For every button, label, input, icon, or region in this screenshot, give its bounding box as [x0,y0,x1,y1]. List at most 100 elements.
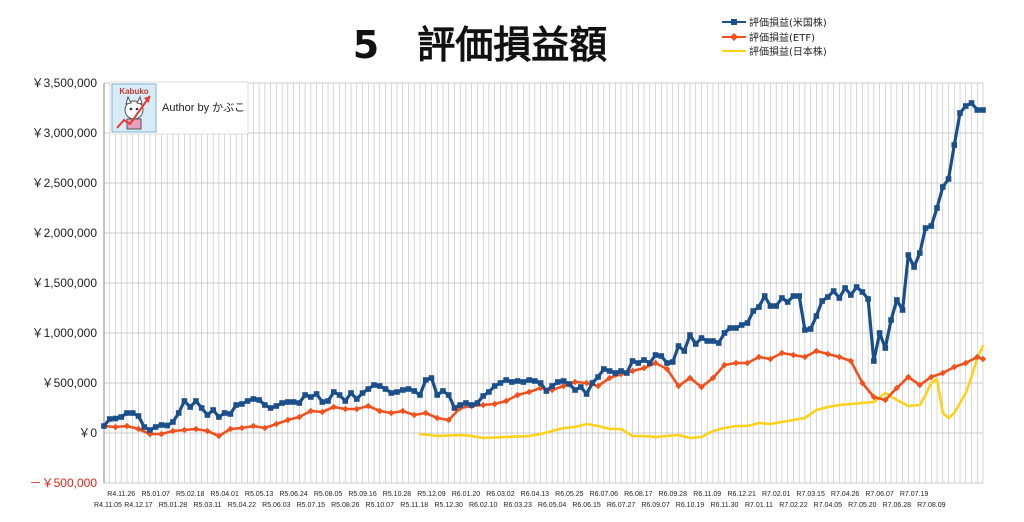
data-point [859,289,866,295]
rising-arrow-icon [116,95,151,129]
data-point [566,381,573,387]
data-point [250,396,257,402]
data-point [216,414,222,420]
data-point [331,389,337,395]
data-point [767,355,774,363]
data-point [836,295,843,301]
y-tick-label: ￥1,000,000 [32,326,98,340]
x-tick-label: R6.07.06 [590,491,619,498]
data-point [882,345,889,351]
data-point [578,384,584,390]
data-point [514,391,521,399]
x-tick-label: R5.05.13 [245,491,274,498]
x-tick-label: R4.12.17 [124,502,153,509]
data-point [308,394,314,400]
data-point [641,357,647,363]
data-point [773,303,779,309]
data-point [646,360,653,366]
x-tick-label: R7.01.11 [745,502,773,509]
x-tick-label: R6.08.17 [624,491,653,498]
data-point [342,405,349,413]
data-point [284,416,292,424]
data-point [974,353,981,361]
data-point [210,407,216,413]
data-point [365,402,372,410]
data-point [388,409,395,417]
data-point [503,377,509,383]
data-point [842,285,848,291]
x-tick-label: R7.07.19 [900,491,929,498]
data-point [905,252,912,258]
data-point [250,422,257,430]
x-tick-label: R7.02.01 [762,491,791,498]
x-tick-label: R5.07.15 [297,502,326,509]
data-point [738,322,745,328]
x-tick-label: R5.04.22 [228,502,257,509]
data-point [296,413,303,421]
data-point [313,391,320,397]
data-point [629,367,636,375]
data-point [198,405,205,411]
data-point [813,313,820,319]
data-point [118,414,125,420]
data-point [974,107,981,113]
data-point [589,380,596,386]
x-tick-label: R4.11.05 [94,502,122,509]
data-point [371,382,377,388]
data-point [698,335,705,341]
data-point [152,424,159,430]
data-point [319,408,326,416]
data-point [491,400,498,408]
data-point [888,317,894,323]
data-point [502,397,510,405]
x-tick-label: R7.03.15 [796,491,825,498]
x-tick-label: R5.10.28 [383,491,412,498]
arrow-head-icon [144,96,150,103]
data-point [606,368,613,374]
data-point [681,348,688,354]
data-point [261,424,269,432]
data-point [479,401,487,409]
data-point [870,393,878,401]
data-point [141,424,148,430]
data-point [525,388,533,396]
data-point [451,405,458,411]
data-point [560,378,567,384]
data-point [147,427,153,433]
data-point [106,416,113,422]
data-point [135,425,142,433]
x-tick-label: R5.11.18 [400,502,428,509]
data-point [129,410,136,416]
data-point [221,410,228,416]
data-point [618,368,624,374]
data-point [790,351,797,359]
data-point [342,398,349,404]
legend: 評価損益(米国株) 評価損益(ETF) 評価損益(日本株) [722,16,827,58]
data-point [595,374,601,380]
data-point [962,103,969,109]
legend-label-jp-stocks: 評価損益(日本株) [749,45,827,58]
grid-lines [103,82,984,484]
x-tick-label: R6.05.04 [538,502,567,509]
data-point [732,359,740,367]
data-point [411,388,418,394]
data-point [606,374,613,382]
data-point [755,353,763,361]
data-point [101,423,107,429]
data-point [376,383,383,389]
data-point [928,223,935,229]
data-point [675,343,682,349]
data-point [750,308,756,314]
x-tick-label: R6.06.15 [572,502,601,509]
data-point [686,374,694,382]
cat-ear-icon [136,95,143,105]
x-tick-label: R5.12.09 [417,491,446,498]
x-tick-label: R7.06.28 [883,502,912,509]
data-point [652,359,659,367]
data-point [307,407,315,415]
data-point [882,396,889,404]
data-point [911,264,917,270]
x-tick-label: R5.04.01 [210,491,239,498]
data-point [112,415,119,422]
